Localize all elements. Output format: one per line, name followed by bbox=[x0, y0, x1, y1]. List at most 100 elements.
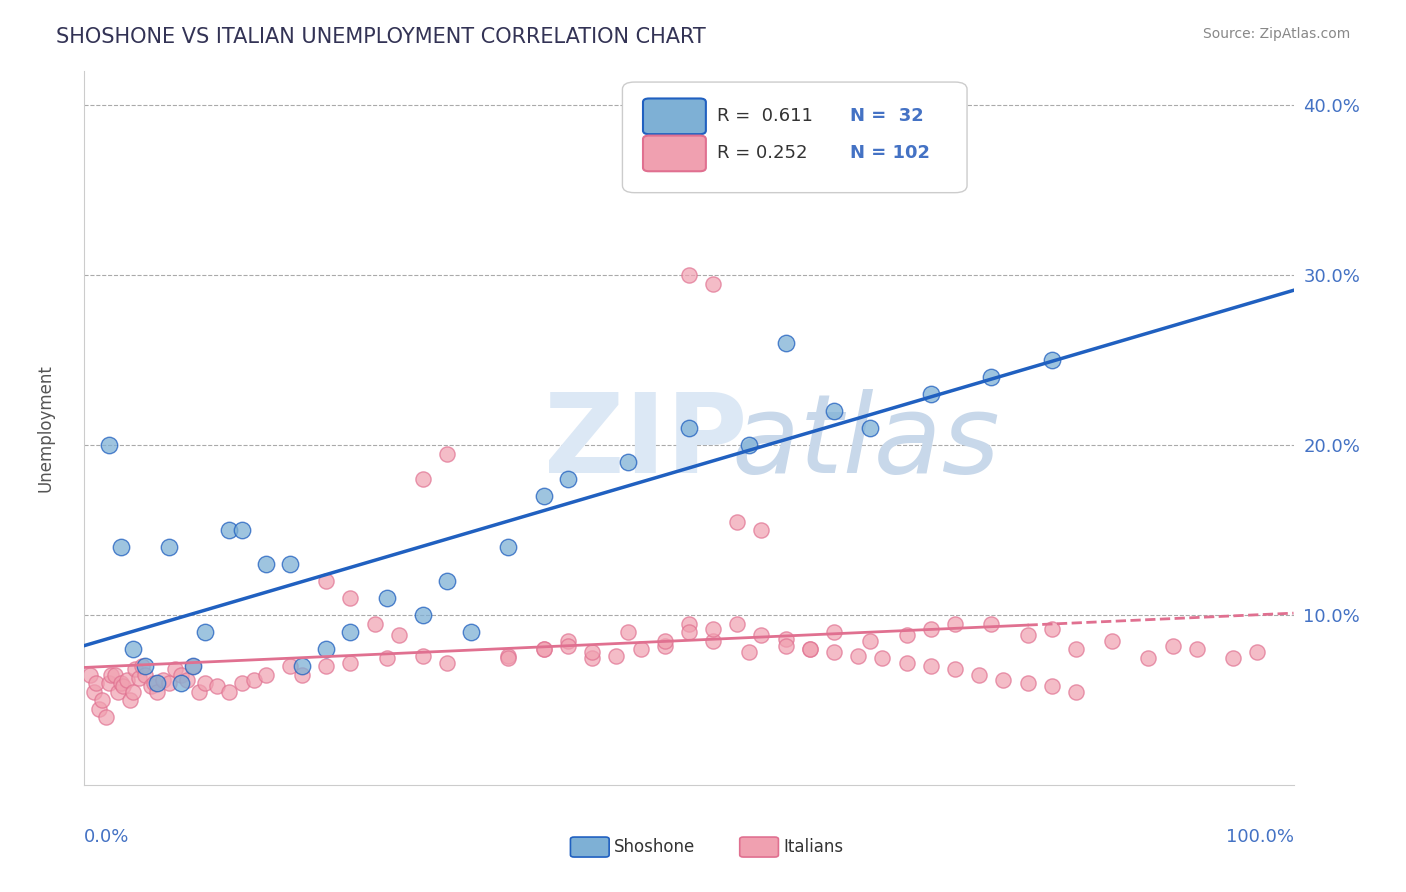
Point bbox=[1040, 680, 1063, 694]
Text: 0.0%: 0.0% bbox=[84, 828, 129, 846]
Point bbox=[533, 642, 555, 657]
Point bbox=[678, 421, 700, 435]
Point bbox=[896, 628, 918, 642]
Point bbox=[363, 616, 385, 631]
Point bbox=[702, 277, 724, 291]
Point bbox=[751, 523, 773, 537]
Point bbox=[165, 662, 187, 676]
Point bbox=[146, 684, 169, 698]
Point bbox=[194, 625, 217, 640]
Point bbox=[128, 671, 150, 685]
Point bbox=[581, 645, 603, 659]
Point bbox=[194, 676, 217, 690]
Point bbox=[97, 438, 120, 452]
Point bbox=[1101, 633, 1123, 648]
Point bbox=[412, 472, 434, 486]
Point bbox=[617, 455, 640, 469]
Point bbox=[654, 633, 676, 648]
Point bbox=[823, 625, 845, 640]
Point bbox=[339, 656, 361, 670]
Text: Source: ZipAtlas.com: Source: ZipAtlas.com bbox=[1202, 27, 1350, 41]
Point bbox=[157, 540, 180, 554]
Point bbox=[751, 628, 773, 642]
Point bbox=[496, 540, 519, 554]
Text: Shoshone: Shoshone bbox=[614, 838, 695, 856]
Point bbox=[100, 667, 122, 681]
Point bbox=[738, 645, 761, 659]
Point bbox=[678, 625, 700, 640]
Point bbox=[315, 642, 337, 657]
Point bbox=[181, 659, 204, 673]
FancyBboxPatch shape bbox=[643, 136, 706, 171]
Point bbox=[920, 622, 942, 636]
Point bbox=[188, 684, 211, 698]
Point bbox=[242, 673, 264, 687]
Text: 100.0%: 100.0% bbox=[1226, 828, 1294, 846]
Point bbox=[87, 701, 110, 715]
Point bbox=[83, 684, 105, 698]
Point bbox=[94, 710, 117, 724]
Point bbox=[339, 591, 361, 605]
Point bbox=[170, 667, 193, 681]
Text: R = 0.252: R = 0.252 bbox=[717, 145, 807, 162]
Point bbox=[152, 673, 174, 687]
Point bbox=[496, 648, 519, 663]
Point bbox=[630, 642, 652, 657]
Text: ZIP: ZIP bbox=[544, 389, 747, 496]
Point bbox=[823, 404, 845, 418]
Point bbox=[920, 659, 942, 673]
FancyBboxPatch shape bbox=[740, 837, 779, 857]
Point bbox=[702, 622, 724, 636]
Point bbox=[131, 659, 153, 673]
Point bbox=[110, 676, 132, 690]
Point bbox=[846, 648, 869, 663]
Point bbox=[121, 642, 143, 657]
Point bbox=[115, 673, 138, 687]
Point bbox=[91, 693, 114, 707]
Point bbox=[107, 684, 129, 698]
Point bbox=[1040, 622, 1063, 636]
Point bbox=[412, 648, 434, 663]
Point bbox=[124, 662, 146, 676]
Point bbox=[157, 676, 180, 690]
Point bbox=[799, 642, 821, 657]
Point bbox=[120, 693, 142, 707]
Point bbox=[254, 557, 277, 571]
Point bbox=[254, 667, 277, 681]
Point bbox=[143, 676, 166, 690]
Point bbox=[738, 438, 761, 452]
FancyBboxPatch shape bbox=[643, 98, 706, 134]
Point bbox=[112, 680, 135, 694]
Point bbox=[436, 574, 458, 588]
Point bbox=[146, 676, 169, 690]
Point bbox=[1185, 642, 1208, 657]
Point bbox=[104, 667, 127, 681]
Point bbox=[581, 650, 603, 665]
Point bbox=[872, 650, 894, 665]
Point bbox=[134, 667, 156, 681]
Point bbox=[121, 684, 143, 698]
Point bbox=[799, 642, 821, 657]
Point bbox=[980, 616, 1002, 631]
Point bbox=[170, 676, 193, 690]
Point bbox=[181, 659, 204, 673]
Text: atlas: atlas bbox=[731, 389, 1000, 496]
Point bbox=[967, 667, 990, 681]
Point bbox=[176, 673, 198, 687]
Point bbox=[775, 336, 797, 351]
FancyBboxPatch shape bbox=[571, 837, 609, 857]
Point bbox=[86, 676, 108, 690]
Point bbox=[218, 523, 240, 537]
Point bbox=[278, 659, 301, 673]
Point bbox=[859, 633, 882, 648]
Point bbox=[291, 659, 314, 673]
Point bbox=[388, 628, 411, 642]
Point bbox=[943, 662, 966, 676]
Point bbox=[79, 667, 101, 681]
Point bbox=[605, 648, 627, 663]
Text: Unemployment: Unemployment bbox=[37, 364, 55, 492]
Point bbox=[557, 639, 579, 653]
Point bbox=[1222, 650, 1244, 665]
Point bbox=[231, 676, 253, 690]
Point bbox=[1161, 639, 1184, 653]
